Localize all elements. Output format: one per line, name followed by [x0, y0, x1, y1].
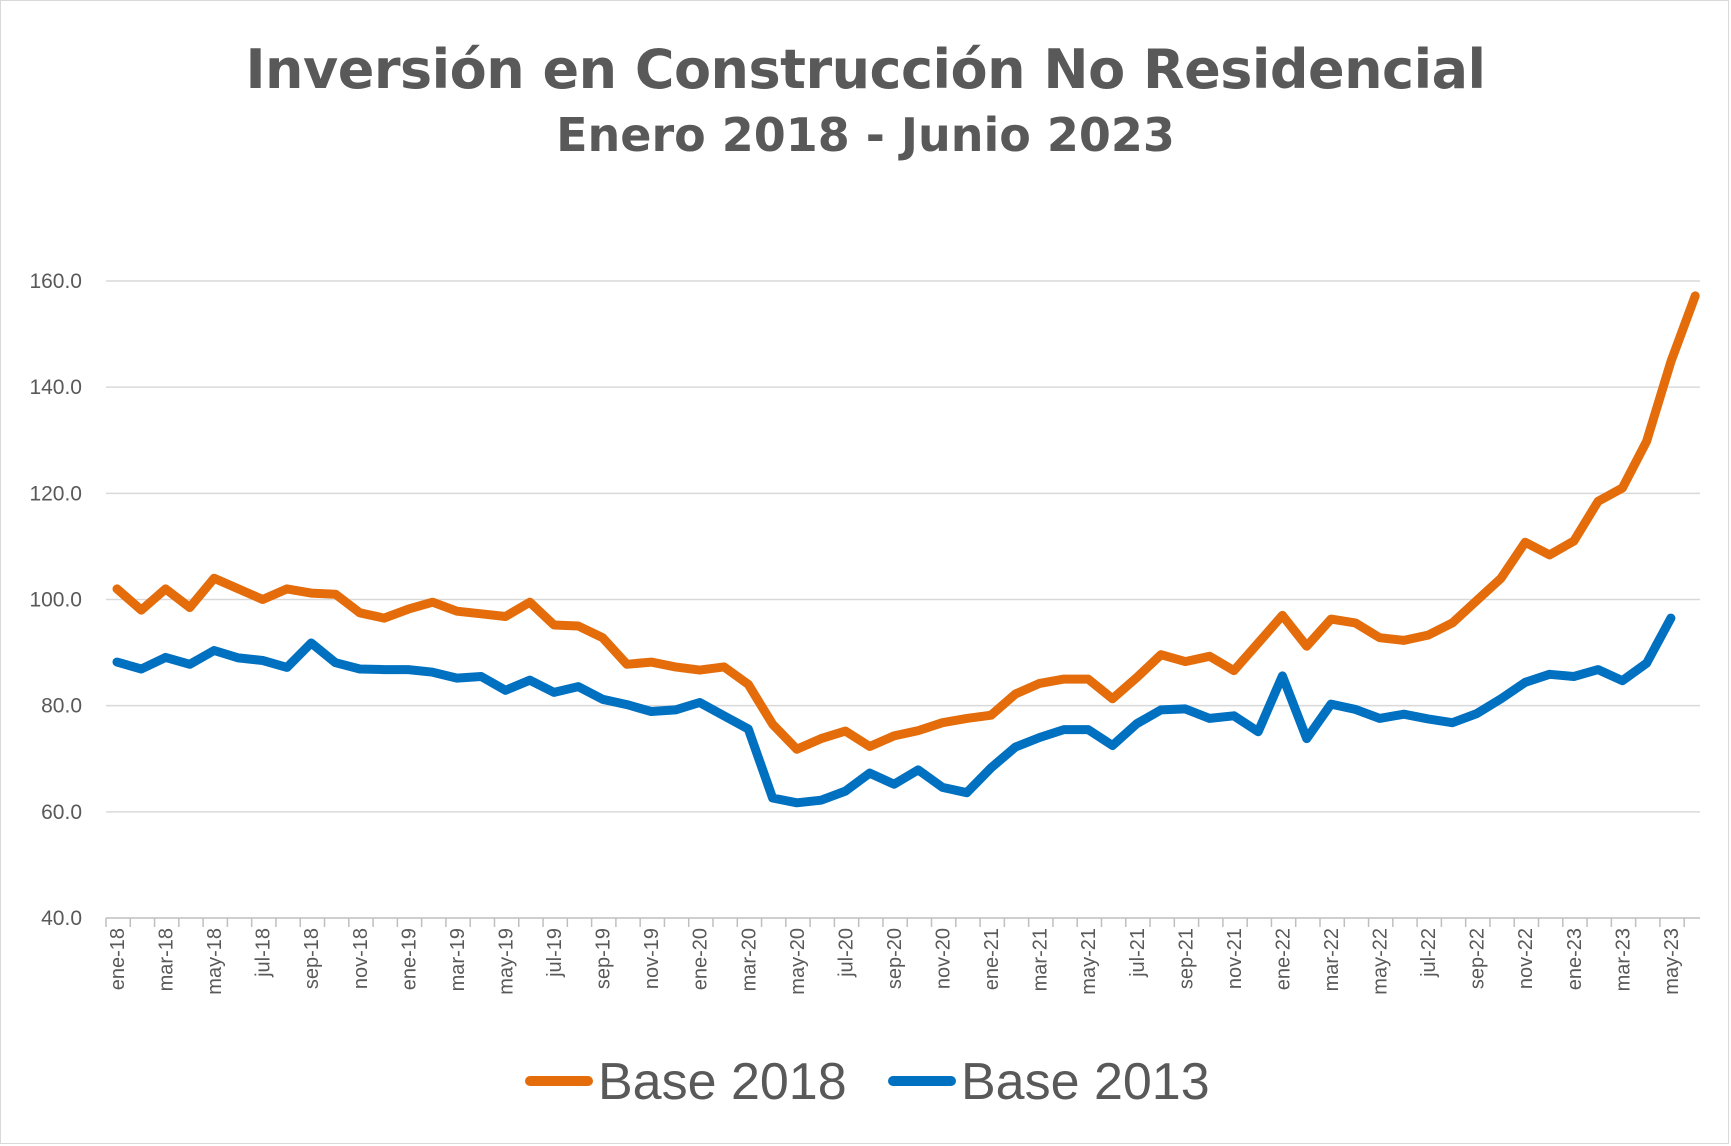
x-tick-label: ene-22: [1272, 928, 1294, 990]
x-tick-label: nov-19: [641, 928, 663, 989]
x-tick-label: mar-23: [1612, 928, 1634, 991]
legend-label-1: Base 2013: [961, 1053, 1210, 1111]
x-tick-label: nov-18: [350, 928, 372, 989]
x-tick-label: may-22: [1370, 928, 1392, 995]
x-tick-label: ene-21: [981, 928, 1003, 990]
x-tick-label: sep-21: [1175, 928, 1197, 989]
x-tick-label: mar-20: [738, 928, 760, 991]
x-tick-label: ene-18: [107, 928, 129, 990]
x-tick-label: jul-22: [1418, 928, 1440, 978]
x-tick-label: may-20: [787, 928, 809, 995]
x-tick-label: mar-22: [1321, 928, 1343, 991]
gridlines: [106, 280, 1700, 813]
x-tick-label: ene-19: [398, 928, 420, 990]
y-tick-label: 160.0: [29, 270, 82, 293]
legend: Base 2018 Base 2013: [525, 1053, 1210, 1111]
y-tick-label: 60.0: [41, 801, 82, 824]
y-tick-label: 40.0: [41, 907, 82, 930]
x-tick-label: nov-22: [1515, 928, 1537, 989]
y-tick-label: 100.0: [29, 589, 82, 612]
x-tick-label: jul-20: [835, 928, 857, 978]
y-axis: 40.0 60.0 80.0 100.0 120.0 140.0 160.0: [29, 270, 82, 930]
x-tick-label: mar-18: [156, 928, 178, 991]
x-tick-label: sep-19: [593, 928, 615, 989]
series-line-1: [112, 613, 1676, 808]
y-tick-label: 120.0: [29, 482, 82, 505]
x-tick-label: ene-20: [690, 928, 712, 990]
x-tick-label: nov-21: [1224, 928, 1246, 989]
series-line-0: [112, 291, 1700, 754]
x-tick-label: ene-23: [1564, 928, 1586, 990]
y-tick-label: 140.0: [29, 376, 82, 399]
x-tick-label: jul-18: [253, 928, 275, 978]
y-tick-label: 80.0: [41, 695, 82, 718]
x-tick-label: jul-21: [1127, 928, 1149, 978]
chart-title: Inversión en Construcción No Residencial: [245, 38, 1486, 101]
x-tick-label: may-19: [495, 928, 517, 995]
legend-label-0: Base 2018: [598, 1053, 847, 1111]
x-tick-label: sep-18: [301, 928, 323, 989]
x-tick-label: sep-22: [1467, 928, 1489, 989]
x-tick-label: nov-20: [933, 928, 955, 989]
x-tick-label: may-21: [1078, 928, 1100, 995]
series-lines: [112, 291, 1700, 808]
x-tick-label: jul-19: [544, 928, 566, 978]
chart-subtitle: Enero 2018 - Junio 2023: [556, 108, 1175, 162]
x-tick-label: may-18: [204, 928, 226, 995]
x-tick-label: mar-21: [1030, 928, 1052, 991]
x-tick-label: may-23: [1661, 928, 1683, 995]
x-tick-label: sep-20: [884, 928, 906, 989]
x-tick-label: mar-19: [447, 928, 469, 991]
x-axis: ene-18 mar-18 may-18 jul-18 sep-18 nov-18 ene-…: [105, 917, 1700, 995]
